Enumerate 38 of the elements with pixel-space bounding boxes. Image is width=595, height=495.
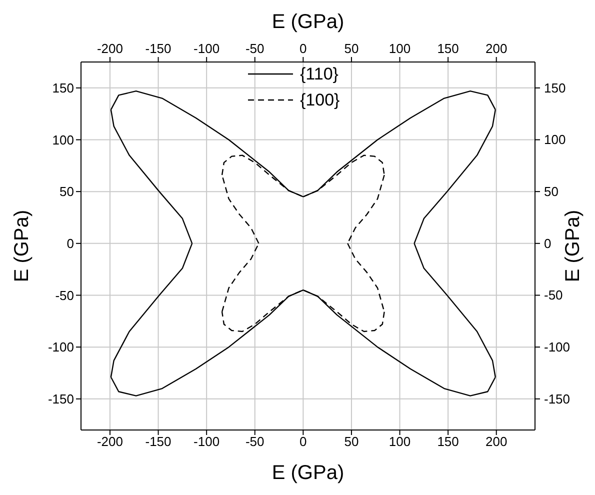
x-tick-label: -150 <box>145 434 172 450</box>
y-tick-label: -100 <box>48 340 74 355</box>
x2-tick-label: 100 <box>388 41 411 56</box>
y-tick-label: 100 <box>52 132 74 148</box>
y2-tick-label: 100 <box>544 132 566 148</box>
y2-tick-label: -150 <box>544 391 570 406</box>
x-tick-label: 50 <box>344 434 359 450</box>
legend-label: {100} <box>300 90 340 110</box>
y-tick-label: 50 <box>60 184 74 200</box>
y2-axis-title: E (GPa) <box>562 210 584 282</box>
x-tick-label: 150 <box>437 434 459 450</box>
y-tick-label: -150 <box>48 392 74 407</box>
y-tick-label: 0 <box>66 236 74 252</box>
x-tick-label: -50 <box>245 434 264 450</box>
x2-tick-label: 150 <box>437 41 459 56</box>
y2-tick-label: 150 <box>544 80 566 96</box>
y-axis-title: E (GPa) <box>11 210 33 282</box>
x-tick-label: -200 <box>96 434 123 450</box>
x2-axis-title: E (GPa) <box>272 11 344 33</box>
x-tick-label: 0 <box>300 434 307 450</box>
x2-tick-label: -200 <box>96 41 123 56</box>
y2-tick-label: 0 <box>544 236 552 251</box>
x2-tick-label: -150 <box>145 41 172 56</box>
x2-tick-label: 0 <box>300 41 307 56</box>
x2-tick-label: -50 <box>245 41 264 56</box>
x-tick-label: 100 <box>388 434 411 450</box>
y2-tick-label: 50 <box>544 184 558 200</box>
x2-tick-label: -100 <box>194 41 220 56</box>
legend-label: {110} <box>300 64 339 84</box>
x2-tick-label: 200 <box>486 41 508 56</box>
x-tick-label: -100 <box>194 434 220 450</box>
y-tick-label: -50 <box>55 288 74 303</box>
y2-tick-label: -100 <box>544 340 570 355</box>
x-axis-title: E (GPa) <box>272 462 344 484</box>
y-tick-label: 150 <box>52 80 74 96</box>
x-tick-label: 200 <box>486 434 508 450</box>
y2-tick-label: -50 <box>544 288 563 303</box>
x2-tick-label: 50 <box>344 41 359 56</box>
